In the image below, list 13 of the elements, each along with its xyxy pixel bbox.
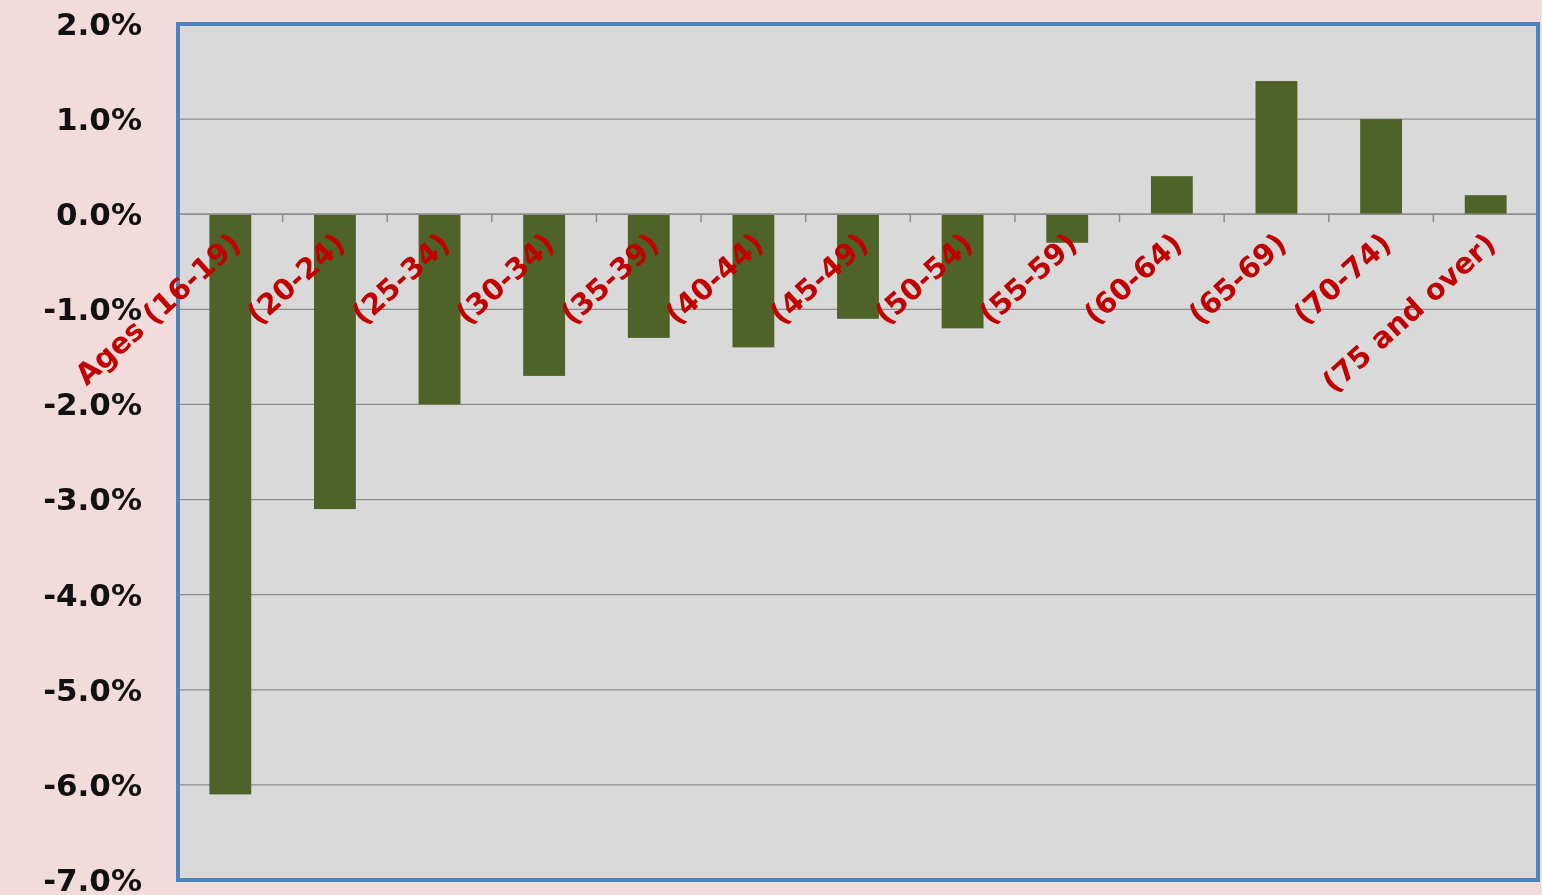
y-tick-label: -7.0% [43, 861, 142, 895]
y-tick-label: -6.0% [43, 766, 142, 803]
bar [1150, 176, 1193, 215]
y-tick-label: 1.0% [56, 100, 142, 137]
y-tick-label: -4.0% [43, 576, 142, 613]
y-tick-label: -5.0% [43, 671, 142, 708]
y-tick-label: 2.0% [56, 5, 142, 42]
bar [1464, 195, 1507, 215]
y-tick-label: 0.0% [56, 196, 142, 233]
bar [1360, 119, 1402, 215]
bar [1255, 81, 1298, 215]
y-tick-label: -2.0% [43, 386, 142, 423]
y-tick-label: -3.0% [43, 481, 142, 518]
